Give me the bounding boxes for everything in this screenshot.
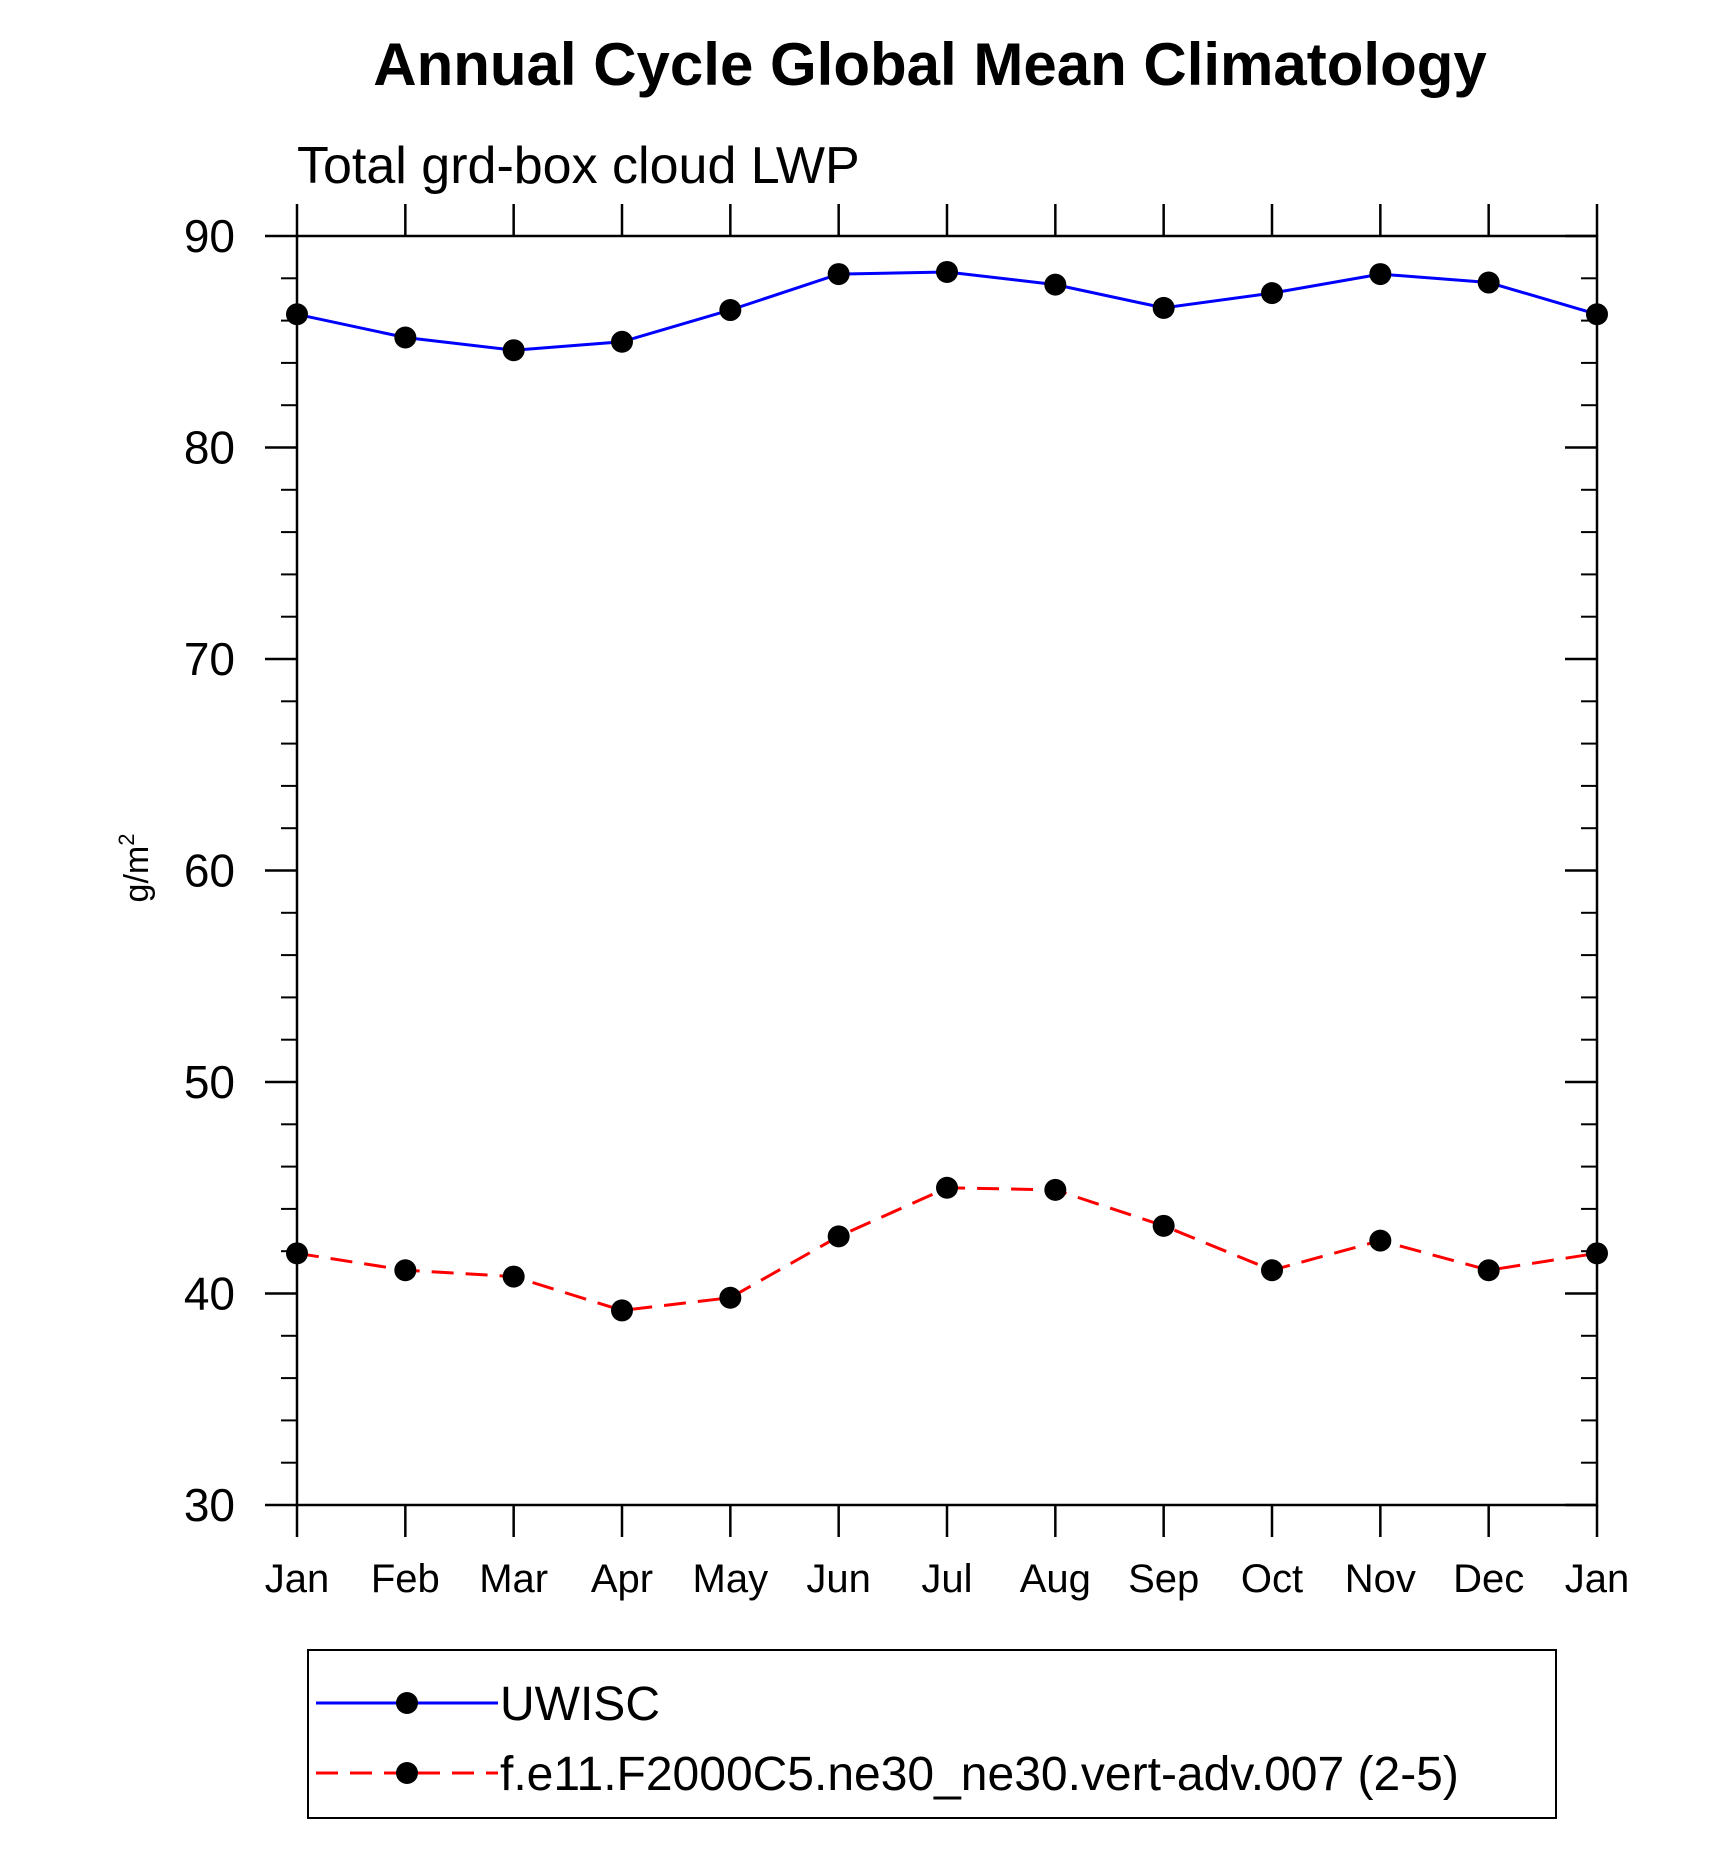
legend-box	[307, 1649, 1557, 1819]
legend-label-2: f.e11.F2000C5.ne30_ne30.vert-adv.007 (2-…	[500, 1748, 1459, 1801]
plot-area: 30 40 50 60 70 80 90 Jan Feb Mar Apr May Jun Jul Aug Se…	[184, 204, 1629, 1601]
x-tick-label: Jun	[806, 1557, 871, 1601]
x-tick-label: Apr	[591, 1557, 653, 1601]
y-tick-label: 80	[184, 422, 235, 474]
series-1-point	[1369, 263, 1392, 286]
series-2-point	[394, 1259, 417, 1282]
x-tick-label: Dec	[1453, 1557, 1524, 1601]
y-tick-label: 40	[184, 1268, 235, 1320]
series-2-point	[719, 1286, 742, 1309]
series-1-point	[286, 303, 308, 326]
series-2-point	[827, 1225, 850, 1248]
x-tick-label: Aug	[1020, 1557, 1091, 1601]
chart-subtitle: Total grd-box cloud LWP	[297, 137, 860, 195]
series-2-point	[1261, 1259, 1283, 1282]
x-tick-label: Oct	[1241, 1557, 1303, 1601]
legend-label-1: UWISC	[500, 1678, 660, 1731]
series-1-point	[1152, 296, 1175, 319]
series-line-2	[296, 1186, 1598, 1312]
series-1-point	[394, 326, 417, 349]
plot-frame	[295, 234, 1599, 1507]
series-2-point	[1586, 1242, 1608, 1265]
x-tick-label: Jan	[1565, 1557, 1630, 1601]
series-2-point	[611, 1299, 633, 1322]
series-1-point	[611, 330, 633, 353]
series-2-point	[1152, 1214, 1175, 1237]
series-line-1	[296, 270, 1598, 352]
series-1-point	[827, 263, 850, 286]
svg-text:g/m2: g/m2	[114, 834, 156, 903]
series-1-point	[1044, 273, 1067, 296]
legend: UWISC f.e11.F2000C5.ne30_ne30.vert-adv.00…	[307, 1649, 1557, 1819]
series-2-point	[502, 1265, 525, 1288]
x-tick-label: Nov	[1345, 1557, 1416, 1601]
x-tick-label: Jan	[265, 1557, 330, 1601]
y-axis-label-base: g/m	[118, 846, 156, 903]
series-1-point	[502, 339, 525, 362]
series-1-point	[719, 299, 742, 322]
x-tick-label: Mar	[479, 1557, 548, 1601]
legend-marker-2	[396, 1762, 418, 1784]
series-1-point	[1586, 303, 1608, 326]
chart-title: Annual Cycle Global Mean Climatology	[373, 31, 1487, 98]
y-tick-label: 50	[184, 1056, 235, 1108]
series-2-point	[1477, 1259, 1500, 1282]
x-tick-label: Feb	[371, 1557, 440, 1601]
x-tick-label: Jul	[921, 1557, 972, 1601]
legend-marker-1	[396, 1692, 418, 1714]
series-1-point	[1261, 282, 1283, 305]
series-2-point	[1044, 1178, 1067, 1201]
y-tick-label: 90	[184, 210, 235, 262]
y-axis-label-superscript: 2	[114, 834, 139, 846]
series-2-point	[286, 1242, 308, 1265]
y-tick-label: 30	[184, 1479, 235, 1531]
y-axis-label: g/m2	[114, 834, 156, 903]
series-1-point	[1477, 271, 1500, 294]
series-2-point	[936, 1176, 958, 1199]
x-tick-label: May	[693, 1557, 769, 1601]
y-tick-label: 60	[184, 845, 235, 897]
series-2-point	[1369, 1229, 1392, 1252]
x-tick-label: Sep	[1128, 1557, 1199, 1601]
series-1-point	[936, 260, 958, 283]
y-tick-label: 70	[184, 633, 235, 685]
